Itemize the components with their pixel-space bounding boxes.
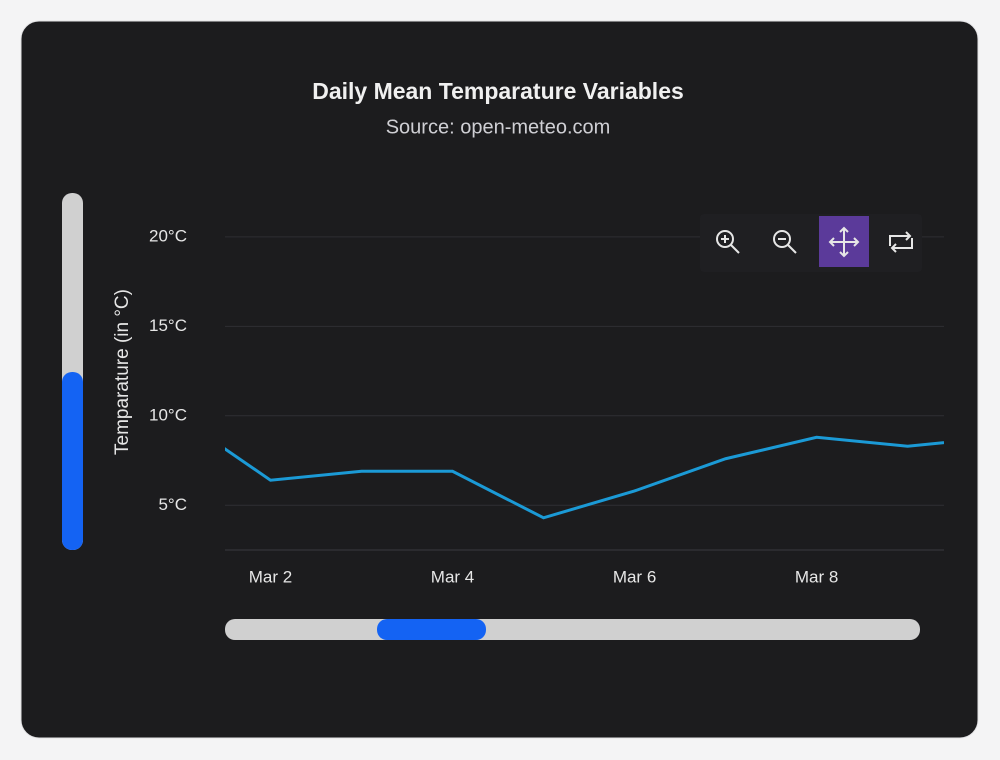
y-tick-label: 15°C (149, 316, 187, 335)
x-tick-label: Mar 2 (249, 567, 292, 586)
card (20, 20, 979, 739)
pan-button[interactable] (819, 216, 869, 267)
y-tick-label: 10°C (149, 405, 187, 424)
y-tick-label: 20°C (149, 226, 187, 245)
zoom-in-button[interactable] (716, 230, 740, 254)
reset-button[interactable] (889, 231, 913, 253)
x-tick-label: Mar 8 (795, 567, 838, 586)
plot-area: 5°C 10°C 15°C 20°C Mar 2 Mar 4 Mar 6 Mar 8 (149, 226, 944, 586)
y-axis-label: Temparature (in °C) (112, 289, 133, 455)
scrollbar-track[interactable] (225, 619, 920, 640)
y-tick-label: 5°C (158, 495, 187, 514)
toolbar-bg (700, 214, 922, 272)
zoom-out-button[interactable] (773, 230, 797, 254)
toolbar (700, 214, 922, 272)
vertical-slider-thumb[interactable] (62, 372, 83, 550)
x-tick-label: Mar 4 (431, 567, 474, 586)
chart-subtitle: Source: open-meteo.com (386, 116, 611, 138)
x-tick-label: Mar 6 (613, 567, 656, 586)
chart-title: Daily Mean Temparature Variables (312, 78, 684, 104)
scrollbar-thumb[interactable] (377, 619, 486, 640)
data-line (225, 435, 944, 520)
